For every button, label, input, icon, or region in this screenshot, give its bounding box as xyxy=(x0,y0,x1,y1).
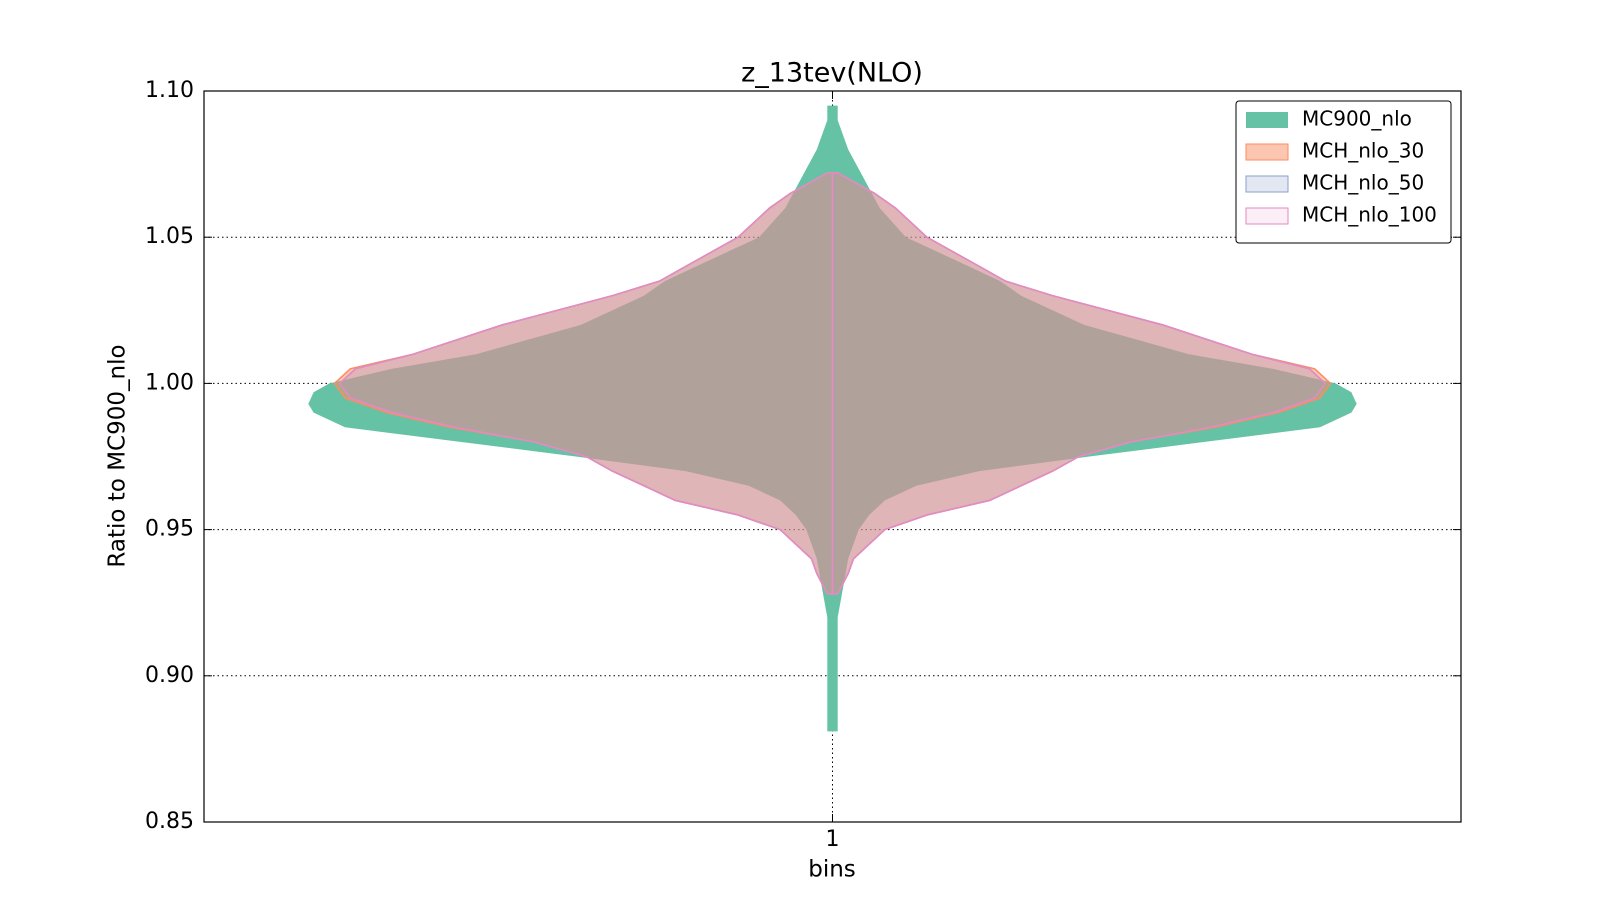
y-tick-label: 0.90 xyxy=(145,663,194,688)
legend-label: MCH_nlo_30 xyxy=(1302,139,1424,163)
chart-title: z_13tev(NLO) xyxy=(741,58,923,89)
y-tick-label: 0.95 xyxy=(145,517,194,542)
y-tick-label: 1.00 xyxy=(145,370,194,395)
x-tick-label: 1 xyxy=(826,827,840,852)
violin-half xyxy=(338,172,834,595)
legend-box xyxy=(1235,100,1452,244)
legend-swatch xyxy=(1246,112,1288,128)
legend: MC900_nlo MCH_nlo_30 MCH_nlo_50 MCH_nlo_100 xyxy=(1235,100,1452,244)
legend-swatch xyxy=(1245,207,1289,225)
y-tick-label: 0.85 xyxy=(145,809,194,834)
legend-label: MCH_nlo_50 xyxy=(1302,171,1424,195)
legend-swatch xyxy=(1245,143,1289,161)
violin-half xyxy=(831,172,1327,595)
y-axis-label: Ratio to MC900_nlo xyxy=(105,344,131,567)
y-tick-label: 1.05 xyxy=(145,224,194,249)
plot-frame xyxy=(203,90,1462,823)
legend-label: MCH_nlo_100 xyxy=(1302,203,1437,227)
x-axis-label: bins xyxy=(808,857,856,883)
legend-swatch xyxy=(1245,175,1289,193)
y-tick-label: 1.10 xyxy=(145,78,194,103)
legend-label: MC900_nlo xyxy=(1302,107,1412,131)
